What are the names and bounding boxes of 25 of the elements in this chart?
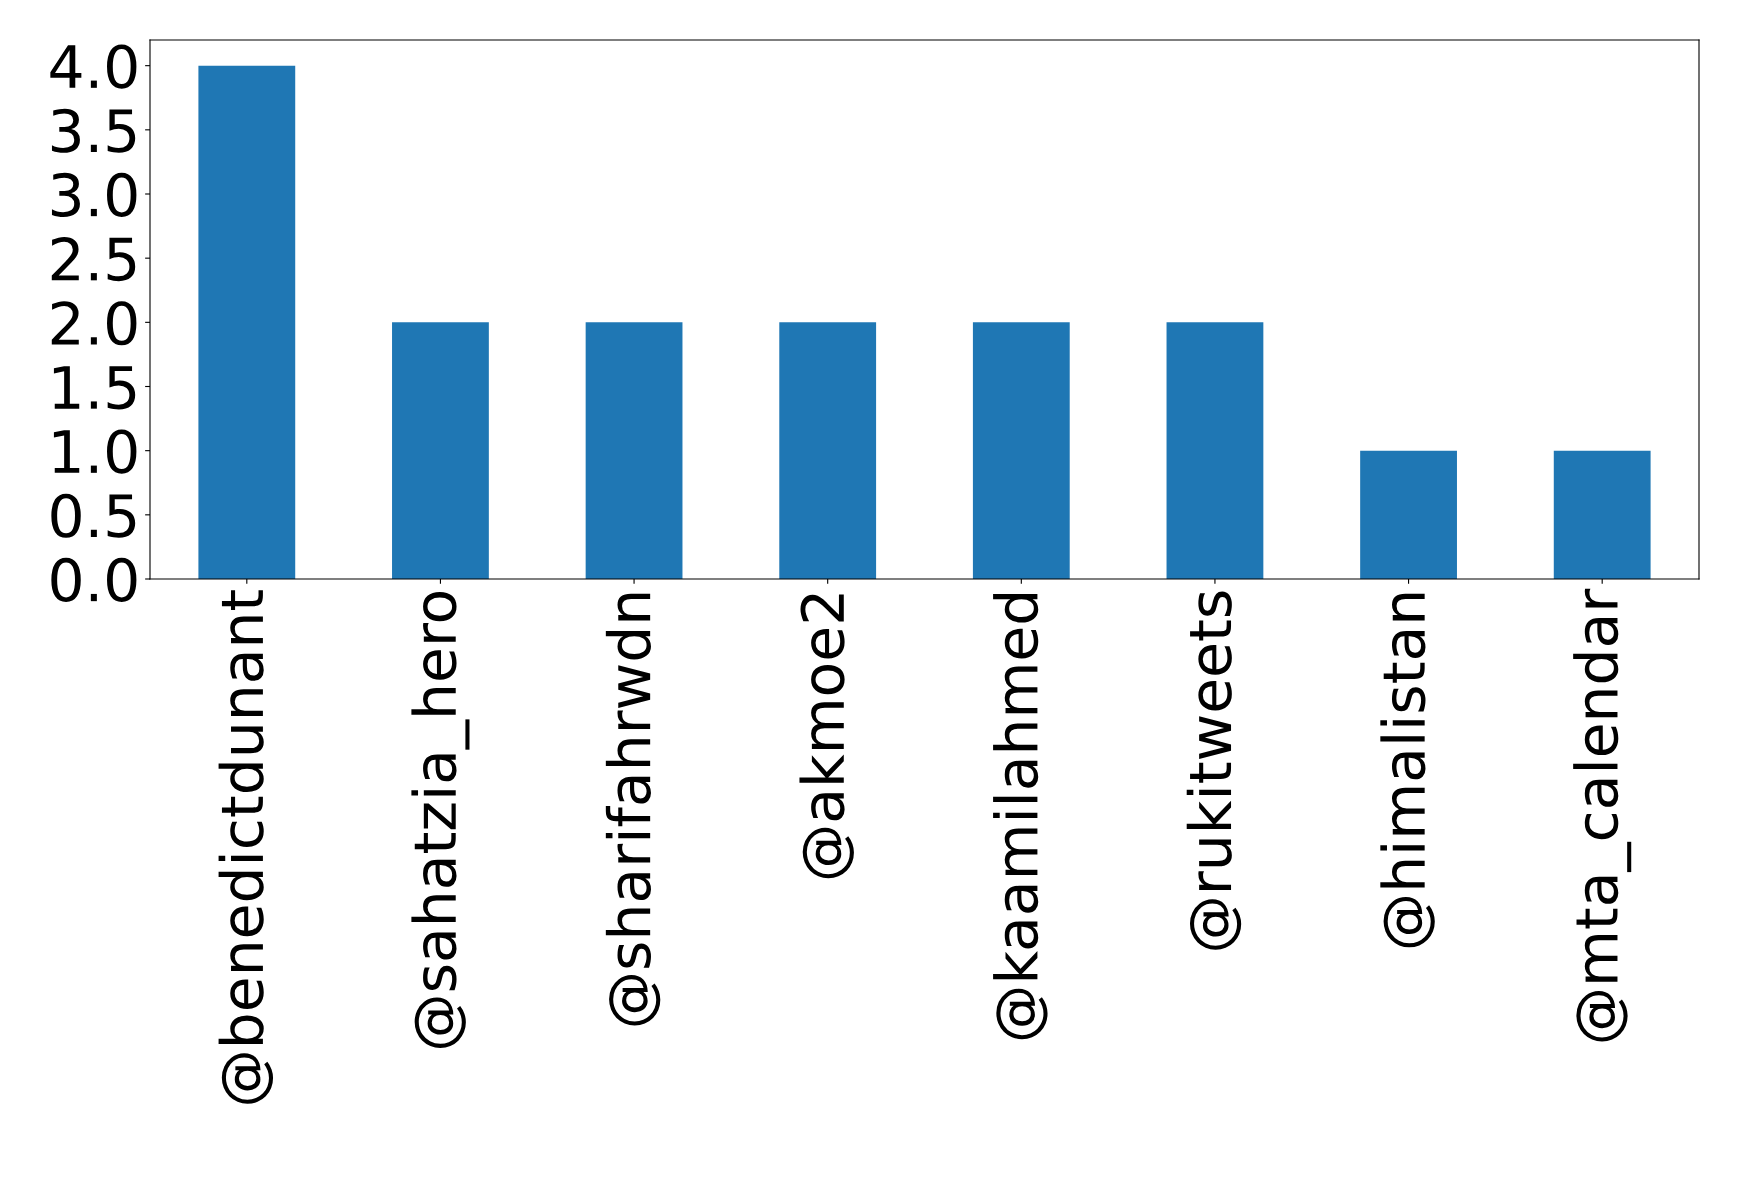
- x-tick-label: @rukitweets: [1186, 591, 1242, 950]
- y-tick-label: 0.0: [51, 557, 137, 602]
- y-tick-label: 2.0: [51, 301, 137, 346]
- x-tick-label: @kaamilahmed: [993, 594, 1048, 1040]
- y-tick-label: 2.5: [51, 237, 136, 282]
- bar: [585, 322, 683, 579]
- bar: [198, 65, 296, 579]
- x-tick-label: @himalistan: [1380, 593, 1435, 948]
- y-tick-label: 1.0: [53, 429, 137, 474]
- bar: [779, 322, 877, 579]
- y-tick-label: 4.0: [50, 44, 137, 89]
- y-tick-label: 3.0: [51, 172, 137, 217]
- y-tick-label: 1.5: [53, 366, 136, 410]
- x-tick-label: @sharifahrwdn: [605, 593, 661, 1026]
- x-tick-label: @benedictdunant: [218, 590, 274, 1104]
- x-tick-label: @sahatzia_hero: [411, 591, 470, 1048]
- bar: [1166, 322, 1264, 579]
- bar: [972, 322, 1070, 579]
- bar: [1360, 450, 1457, 579]
- y-tick-label: 3.5: [51, 108, 136, 153]
- x-tick-label: @akmoe2: [799, 594, 854, 879]
- y-tick-label: 0.5: [51, 493, 136, 538]
- bar: [392, 322, 489, 579]
- bar: [1553, 450, 1651, 579]
- x-tick-label: @mta_calendar: [1573, 588, 1632, 1042]
